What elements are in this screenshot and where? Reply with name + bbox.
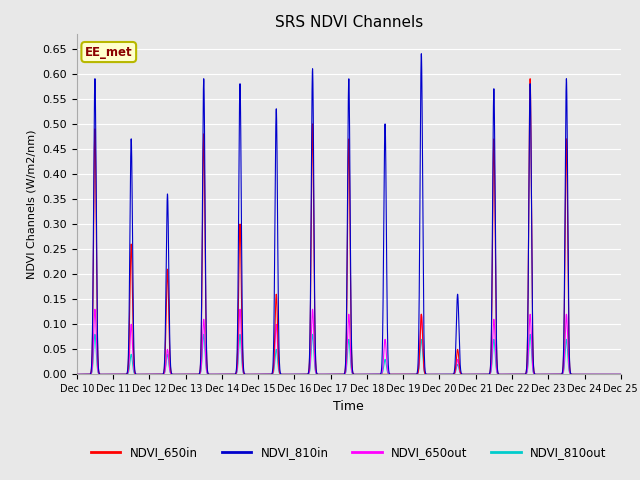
NDVI_810in — [184, 372, 191, 377]
NDVI_650in — [612, 372, 620, 377]
X-axis label: Time: Time — [333, 400, 364, 413]
NDVI_810in — [424, 372, 431, 377]
Text: EE_met: EE_met — [85, 46, 132, 59]
NDVI_810in — [189, 372, 197, 377]
NDVI_650in — [615, 372, 623, 377]
NDVI_810in — [612, 372, 620, 377]
NDVI_810in — [501, 372, 509, 377]
NDVI_650out — [615, 372, 623, 377]
NDVI_650out — [501, 372, 509, 377]
NDVI_650out — [184, 372, 191, 377]
NDVI_650out — [611, 372, 619, 377]
Y-axis label: NDVI Channels (W/m2/nm): NDVI Channels (W/m2/nm) — [27, 129, 36, 279]
NDVI_810out — [611, 372, 619, 377]
NDVI_650out — [276, 372, 284, 377]
Title: SRS NDVI Channels: SRS NDVI Channels — [275, 15, 423, 30]
NDVI_650in — [424, 372, 431, 377]
NDVI_650in — [73, 372, 81, 377]
Line: NDVI_650out: NDVI_650out — [77, 309, 621, 374]
NDVI_810out — [615, 372, 623, 377]
Line: NDVI_650in: NDVI_650in — [77, 79, 621, 374]
NDVI_650in — [617, 372, 625, 377]
NDVI_650out — [91, 306, 99, 312]
NDVI_810in — [417, 51, 425, 57]
NDVI_650in — [526, 76, 534, 82]
NDVI_810in — [276, 370, 284, 376]
NDVI_650in — [184, 372, 191, 377]
NDVI_810in — [73, 372, 81, 377]
NDVI_650out — [617, 372, 625, 377]
NDVI_810out — [617, 372, 625, 377]
NDVI_810out — [73, 372, 81, 377]
NDVI_650out — [73, 372, 81, 377]
NDVI_810out — [189, 372, 197, 377]
NDVI_810out — [501, 372, 509, 377]
NDVI_650out — [189, 372, 197, 377]
Legend: NDVI_650in, NDVI_810in, NDVI_650out, NDVI_810out: NDVI_650in, NDVI_810in, NDVI_650out, NDV… — [86, 442, 611, 464]
Line: NDVI_810in: NDVI_810in — [77, 54, 621, 374]
NDVI_810out — [276, 372, 284, 377]
Line: NDVI_810out: NDVI_810out — [77, 334, 621, 374]
NDVI_810in — [617, 372, 625, 377]
NDVI_810in — [615, 372, 623, 377]
NDVI_650out — [424, 372, 431, 377]
NDVI_810out — [424, 372, 431, 377]
NDVI_810out — [184, 372, 191, 377]
NDVI_810out — [91, 331, 99, 337]
NDVI_650in — [189, 372, 197, 377]
NDVI_650in — [501, 372, 509, 377]
NDVI_650in — [276, 371, 284, 377]
